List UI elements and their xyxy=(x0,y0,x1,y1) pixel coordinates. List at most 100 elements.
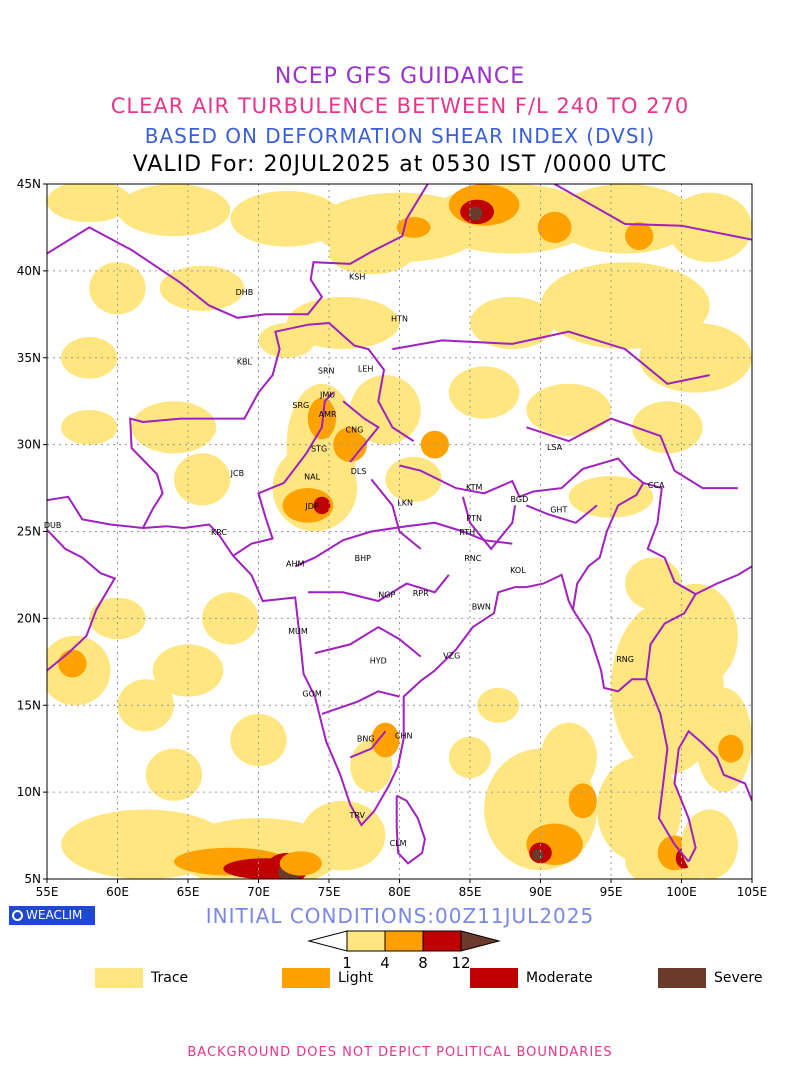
globe-circle-icon xyxy=(12,910,23,921)
legend-light-swatch xyxy=(282,968,330,988)
legend-trace: Trace xyxy=(95,968,188,988)
turbulence-patch xyxy=(596,757,682,862)
turbulence-patch xyxy=(554,184,696,254)
turbulence-patch xyxy=(537,211,572,243)
station-label-bhp: BHP xyxy=(355,554,372,563)
station-label-mum: MUM xyxy=(288,627,308,636)
turbulence-patch xyxy=(532,848,544,861)
station-label-srn: SRN xyxy=(318,366,335,375)
legend-severe: Severe xyxy=(658,968,762,988)
turbulence-fields xyxy=(47,184,752,879)
lon-label: 70E xyxy=(247,885,270,899)
station-label-bgd: BGD xyxy=(511,495,529,504)
station-label-trv: TRV xyxy=(348,811,365,820)
station-label-krc: KRC xyxy=(211,528,227,537)
boundary-line xyxy=(349,730,387,759)
title-product: CLEAR AIR TURBULENCE BETWEEN F/L 240 TO … xyxy=(110,94,690,118)
boundary-line xyxy=(232,555,574,827)
turbulence-patch xyxy=(718,734,744,763)
turbulence-patch xyxy=(526,383,611,436)
initial-conditions: INITIAL CONDITIONS:00Z11JUL2025 xyxy=(205,904,595,928)
station-label-srg: SRG xyxy=(292,401,309,410)
turbulence-patch xyxy=(333,427,367,462)
legend-trace-label: Trace xyxy=(151,970,189,986)
station-label-hyd: HYD xyxy=(370,657,387,666)
title-model: NCEP GFS GUIDANCE xyxy=(274,64,526,89)
lat-label: 10N xyxy=(17,785,41,799)
turbulence-patch xyxy=(279,851,322,876)
legend-trace-swatch xyxy=(95,968,143,988)
station-label-ptn: PTN xyxy=(466,514,482,523)
station-label-bwn: BWN xyxy=(472,603,491,612)
station-labels: KSH DHB HTN KBL SRN LEH JMU SRG AMR CNG STG LSA JCB D… xyxy=(44,273,665,848)
map-gridlines xyxy=(47,184,752,879)
turbulence-patch xyxy=(350,375,421,445)
turbulence-patch xyxy=(653,583,738,688)
turbulence-patch xyxy=(632,401,703,454)
turbulence-patch xyxy=(625,222,654,251)
colorbar-tick-1: 1 xyxy=(342,954,352,972)
lon-label: 65E xyxy=(177,885,200,899)
boundary-line xyxy=(643,481,697,863)
station-label-jmu: JMU xyxy=(319,391,335,400)
station-label-rnc: RNC xyxy=(464,554,482,563)
colorbar-segment-trace xyxy=(346,930,386,952)
station-label-jcb: JCB xyxy=(230,469,244,478)
boundary-line xyxy=(47,184,429,319)
lon-label: 105E xyxy=(737,885,768,899)
turbulence-patch xyxy=(385,456,442,502)
station-label-leh: LEH xyxy=(358,365,374,374)
station-label-cng: CNG xyxy=(346,426,364,435)
turbulence-patch xyxy=(202,592,259,645)
boundary-line xyxy=(571,482,645,610)
colorbar-arrow-low xyxy=(307,930,348,952)
title-index: BASED ON DEFORMATION SHEAR INDEX (DVSI) xyxy=(144,124,656,148)
lat-label: 5N xyxy=(24,872,41,886)
turbulence-patch xyxy=(540,722,597,793)
legend-severe-label: Severe xyxy=(714,970,763,986)
legend-moderate-label: Moderate xyxy=(526,970,593,986)
lon-label: 100E xyxy=(666,885,697,899)
boundary-line xyxy=(572,609,647,693)
station-label-clm: CLM xyxy=(390,839,407,848)
colorbar-tick-4: 4 xyxy=(380,954,390,972)
turbulence-colorbar: 1 4 8 12 xyxy=(307,930,501,972)
turbulence-patch xyxy=(89,262,146,315)
lon-label: 55E xyxy=(36,885,59,899)
turbulence-patch xyxy=(159,265,245,311)
colorbar-segment-moderate xyxy=(422,930,462,952)
turbulence-patch xyxy=(61,409,118,445)
turbulence-patch xyxy=(470,296,555,350)
turbulence-patch xyxy=(329,232,414,275)
boundary-line xyxy=(399,457,645,499)
boundary-line xyxy=(553,184,752,241)
lat-label: 25N xyxy=(17,525,41,539)
legend-severe-swatch xyxy=(658,968,706,988)
station-label-gom: GOM xyxy=(302,690,321,699)
turbulence-patch xyxy=(448,736,492,779)
boundary-line xyxy=(395,794,426,865)
station-label-rng: RNG xyxy=(616,655,634,664)
turbulence-patch xyxy=(300,800,386,871)
legend-light: Light xyxy=(282,968,373,988)
turbulence-patch xyxy=(448,366,520,419)
station-label-ksh: KSH xyxy=(349,273,365,282)
boundary-disclaimer: BACKGROUND DOES NOT DEPICT POLITICAL BOU… xyxy=(187,1045,613,1060)
turbulence-patch xyxy=(258,323,315,358)
boundary-line xyxy=(129,323,309,529)
turbulence-patch xyxy=(173,453,231,506)
lon-label: 75E xyxy=(318,885,341,899)
station-label-jdp: JDP xyxy=(304,502,319,511)
station-label-ght: GHT xyxy=(550,505,567,514)
station-label-nal: NAL xyxy=(304,472,320,481)
turbulence-patch xyxy=(667,192,752,263)
colorbar-segment-light xyxy=(384,930,424,952)
colorbar-arrow-high xyxy=(460,930,501,952)
turbulence-patch xyxy=(286,296,400,350)
station-label-htn: HTN xyxy=(391,314,408,323)
turbulence-patch xyxy=(89,597,146,640)
colorbar-tick-12: 12 xyxy=(451,954,470,972)
lat-label: 30N xyxy=(17,438,41,452)
